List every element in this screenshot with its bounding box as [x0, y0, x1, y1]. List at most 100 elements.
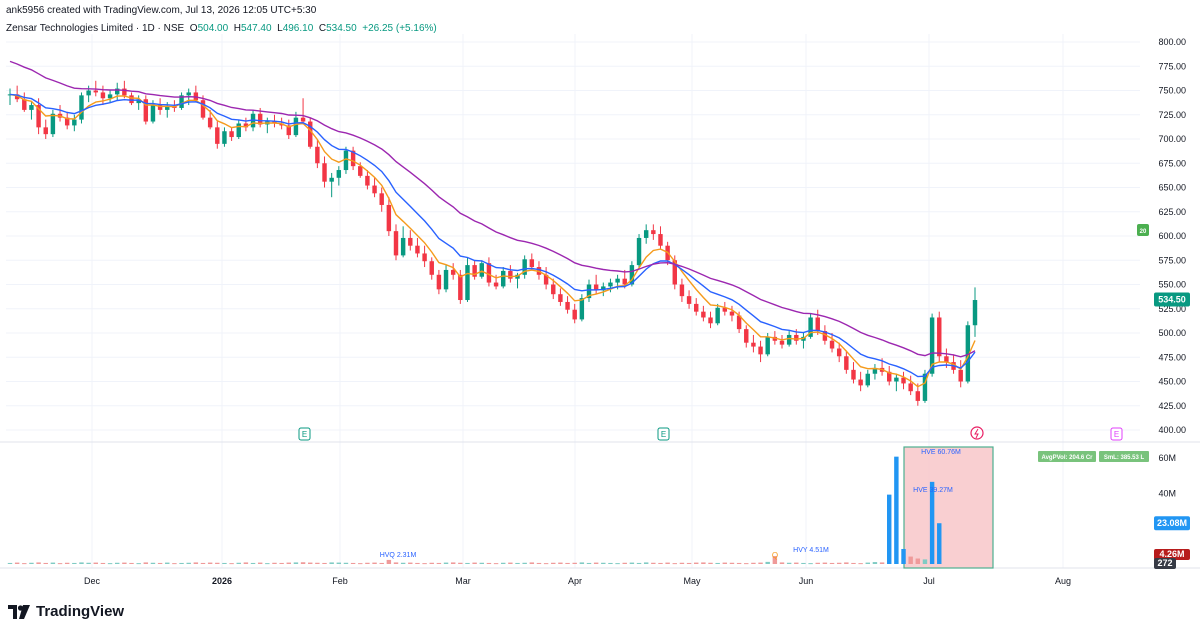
candle-body — [436, 274, 442, 290]
level-badge — [1137, 224, 1149, 236]
candle-body — [329, 177, 334, 182]
candle-body — [336, 170, 342, 178]
candle-body — [372, 185, 377, 194]
volume-bar — [929, 481, 935, 564]
earnings-badge-label: E — [302, 430, 307, 439]
ma-mid-line — [9, 93, 976, 378]
earnings-badge-label: E — [1114, 430, 1119, 439]
volume-bar — [744, 563, 749, 565]
high-label: H — [233, 23, 241, 34]
candle-body — [358, 166, 363, 176]
candle-body — [808, 317, 813, 337]
price-tick-label: 625.00 — [1158, 207, 1186, 217]
volume-bar — [529, 562, 535, 564]
volume-bar — [308, 562, 313, 564]
volume-bar — [186, 562, 191, 564]
candle-body — [929, 317, 935, 374]
low-label: L — [277, 23, 283, 34]
candle-body — [736, 315, 742, 330]
volume-bar — [815, 562, 820, 564]
volume-bar — [665, 562, 670, 564]
candle-body — [865, 373, 870, 386]
volume-bar — [694, 562, 699, 564]
volume-bar — [908, 556, 913, 564]
high-value: 547.40 — [240, 23, 272, 34]
earnings-badge — [657, 427, 670, 441]
candle-body — [558, 294, 563, 302]
volume-bar — [686, 562, 692, 564]
moving-averages — [9, 60, 976, 388]
volume-bar — [865, 562, 870, 564]
candle-body — [965, 325, 971, 382]
price-tick-label: 575.00 — [1158, 255, 1186, 265]
time-tick-label: Dec — [84, 576, 101, 586]
volume-bar — [601, 562, 606, 564]
candle-body — [908, 383, 913, 392]
candle-body — [522, 259, 527, 275]
candle-body — [72, 119, 77, 126]
volume-bar — [286, 562, 291, 564]
volume-bar — [14, 562, 20, 564]
volume-bar — [615, 563, 620, 565]
volume-tag-2 — [1154, 549, 1190, 560]
volume-bar — [722, 562, 728, 564]
volume-bar — [129, 562, 134, 564]
tradingview-logo[interactable]: TradingView — [8, 603, 124, 620]
volume-annotation: HVE 60.76M — [921, 449, 961, 456]
volume-bar — [250, 562, 256, 564]
open-value: 504.00 — [197, 23, 229, 34]
candle-body — [543, 274, 549, 285]
candle-body — [672, 260, 677, 285]
candle-body — [858, 379, 863, 386]
time-axis[interactable]: Dec 2026 Feb Mar Apr May Jun Jul Aug — [84, 576, 1071, 586]
time-tick-label: 2026 — [212, 576, 232, 586]
candle-body — [758, 346, 763, 355]
volume-bar — [937, 523, 942, 564]
candle-body — [229, 131, 234, 138]
time-tick-label: Mar — [455, 576, 471, 586]
volume-bar — [758, 562, 763, 564]
volume-bar — [572, 562, 577, 564]
small-badge-label: SmL: 385.53 L — [1104, 455, 1145, 461]
candle-body — [786, 334, 792, 345]
volume-bar — [150, 562, 156, 564]
volume-bar — [493, 563, 499, 565]
volume-bar — [543, 563, 549, 565]
volume-bar — [179, 562, 184, 564]
volume-bar — [165, 562, 170, 564]
symbol-name[interactable]: Zensar Technologies Limited · 1D · NSE — [6, 23, 185, 34]
volume-bar — [358, 563, 363, 565]
volume-bar — [272, 562, 277, 564]
volume-annotation: HVE 39.27M — [913, 487, 953, 494]
time-tick-label: Feb — [332, 576, 348, 586]
volume-bar — [829, 562, 835, 564]
volume-bar — [715, 562, 720, 564]
tradingview-logo-icon — [8, 604, 30, 619]
price-axis[interactable]: 800.00 775.00 750.00 725.00 700.00 675.00 650.… — [1137, 37, 1190, 435]
candle-body — [393, 231, 399, 256]
volume-bar — [64, 562, 70, 564]
volume-bar — [386, 559, 392, 564]
volume-bar — [443, 562, 449, 564]
candle-body — [722, 307, 728, 312]
volume-bar — [708, 562, 713, 564]
low-value: 496.10 — [282, 23, 314, 34]
volume-bar — [922, 559, 928, 564]
candle-body — [822, 331, 828, 341]
volume-bar — [393, 562, 399, 564]
dividend-icon-bolt — [974, 428, 979, 439]
candle-body — [508, 270, 513, 279]
candle-body — [379, 193, 384, 205]
volume-bar — [122, 562, 127, 564]
candle-body — [415, 245, 420, 254]
volume-bar — [300, 562, 306, 564]
volume-bar — [751, 562, 756, 564]
time-tick-label: Aug — [1055, 576, 1071, 586]
earnings-badge — [1110, 427, 1123, 441]
candle-body — [636, 237, 642, 266]
price-chart[interactable]: 800.00 775.00 750.00 725.00 700.00 675.00 650.… — [0, 0, 1200, 600]
candle-body — [422, 253, 427, 262]
candle-body — [851, 369, 856, 380]
volume-bar — [193, 562, 199, 564]
